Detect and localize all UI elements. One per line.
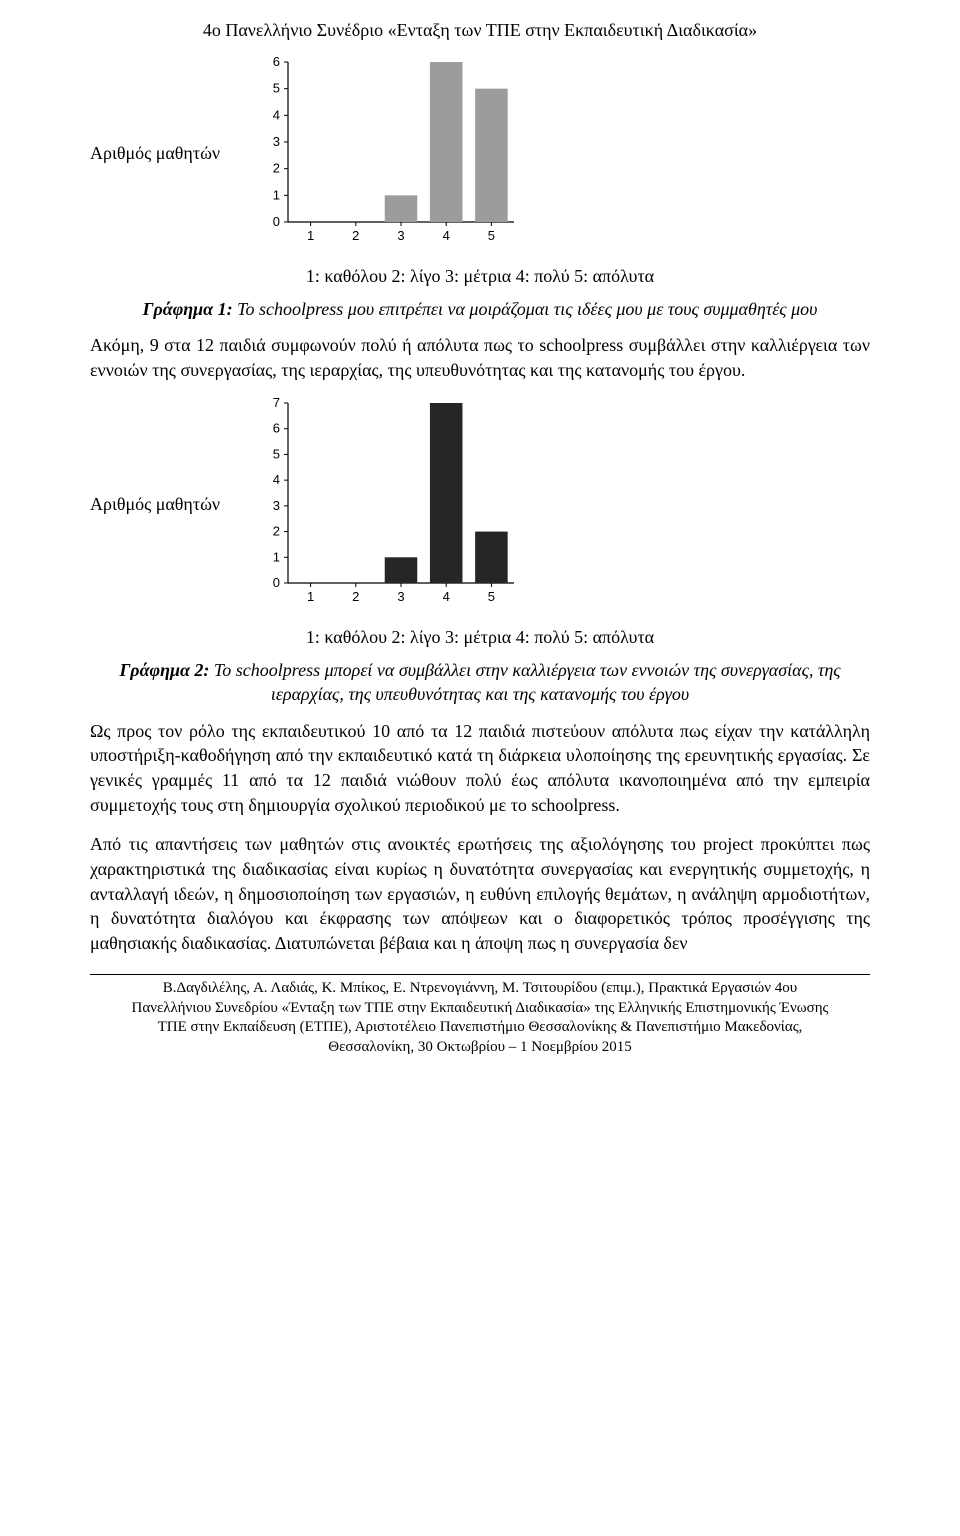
svg-text:0: 0	[273, 214, 280, 229]
footer-line1: Β.Δαγδιλέλης, Α. Λαδιάς, Κ. Μπίκος, Ε. Ν…	[90, 979, 870, 999]
svg-text:3: 3	[273, 134, 280, 149]
svg-text:1: 1	[307, 228, 314, 243]
conference-title: 4ο Πανελλήνιο Συνέδριο «Ενταξη των ΤΠΕ σ…	[90, 20, 870, 41]
svg-text:2: 2	[273, 161, 280, 176]
svg-text:5: 5	[488, 589, 495, 604]
svg-text:3: 3	[397, 589, 404, 604]
chart2-caption-text: Το schoolpress μπορεί να συμβάλλει στην …	[209, 660, 840, 704]
svg-text:4: 4	[273, 472, 280, 487]
footer-line3: ΤΠΕ στην Εκπαίδευση (ΕΤΠΕ), Αριστοτέλειο…	[90, 1018, 870, 1038]
svg-text:5: 5	[273, 446, 280, 461]
chart2-caption-bold: Γράφημα 2:	[119, 660, 209, 680]
footer-line2: Πανελλήνιου Συνεδρίου «Ένταξη των ΤΠΕ στ…	[90, 999, 870, 1019]
svg-text:7: 7	[273, 397, 280, 410]
svg-text:2: 2	[273, 524, 280, 539]
svg-text:4: 4	[443, 589, 450, 604]
svg-text:6: 6	[273, 56, 280, 69]
chart2-svg-wrap: 0 1 2 3 4 5 6 7 1 2 3 4 5	[260, 397, 520, 612]
svg-text:6: 6	[273, 421, 280, 436]
svg-text:1: 1	[307, 589, 314, 604]
svg-text:0: 0	[273, 575, 280, 590]
chart1-scale-legend: 1: καθόλου 2: λίγο 3: μέτρια 4: πολύ 5: …	[90, 266, 870, 287]
chart1: 0 1 2 3 4 5 6 1 2 3 4 5	[260, 56, 520, 246]
chart1-caption-bold: Γράφημα 1:	[143, 299, 233, 319]
chart1-container: Αριθμός μαθητών 0 1 2 3 4 5 6 1 2 3 4 5	[90, 56, 870, 251]
chart2-caption: Γράφημα 2: Το schoolpress μπορεί να συμβ…	[90, 658, 870, 707]
svg-text:2: 2	[352, 589, 359, 604]
footer-line4: Θεσσαλονίκη, 30 Οκτωβρίου – 1 Νοεμβρίου …	[90, 1038, 870, 1058]
svg-text:5: 5	[273, 81, 280, 96]
svg-text:4: 4	[443, 228, 450, 243]
svg-text:2: 2	[352, 228, 359, 243]
paragraph-3: Από τις απαντήσεις των μαθητών στις ανοι…	[90, 832, 870, 956]
footer: Β.Δαγδιλέλης, Α. Λαδιάς, Κ. Μπίκος, Ε. Ν…	[90, 974, 870, 1057]
chart2-scale-legend: 1: καθόλου 2: λίγο 3: μέτρια 4: πολύ 5: …	[90, 627, 870, 648]
chart2-ylabel: Αριθμός μαθητών	[90, 494, 220, 515]
chart2-container: Αριθμός μαθητών 0 1 2 3 4 5 6 7 1 2 3 4 5	[90, 397, 870, 612]
paragraph-1: Ακόμη, 9 στα 12 παιδιά συμφωνούν πολύ ή …	[90, 333, 870, 383]
paragraph-2: Ως προς τον ρόλο της εκπαιδευτικού 10 απ…	[90, 719, 870, 818]
svg-text:3: 3	[273, 498, 280, 513]
svg-text:1: 1	[273, 187, 280, 202]
chart1-ylabel: Αριθμός μαθητών	[90, 143, 220, 164]
svg-text:4: 4	[273, 107, 280, 122]
chart1-svg-wrap: 0 1 2 3 4 5 6 1 2 3 4 5	[260, 56, 520, 251]
chart1-caption-text: Το schoolpress μου επιτρέπει να μοιράζομ…	[233, 299, 818, 319]
svg-text:3: 3	[397, 228, 404, 243]
chart1-caption: Γράφημα 1: Το schoolpress μου επιτρέπει …	[90, 297, 870, 321]
chart2: 0 1 2 3 4 5 6 7 1 2 3 4 5	[260, 397, 520, 607]
svg-text:1: 1	[273, 549, 280, 564]
svg-text:5: 5	[488, 228, 495, 243]
